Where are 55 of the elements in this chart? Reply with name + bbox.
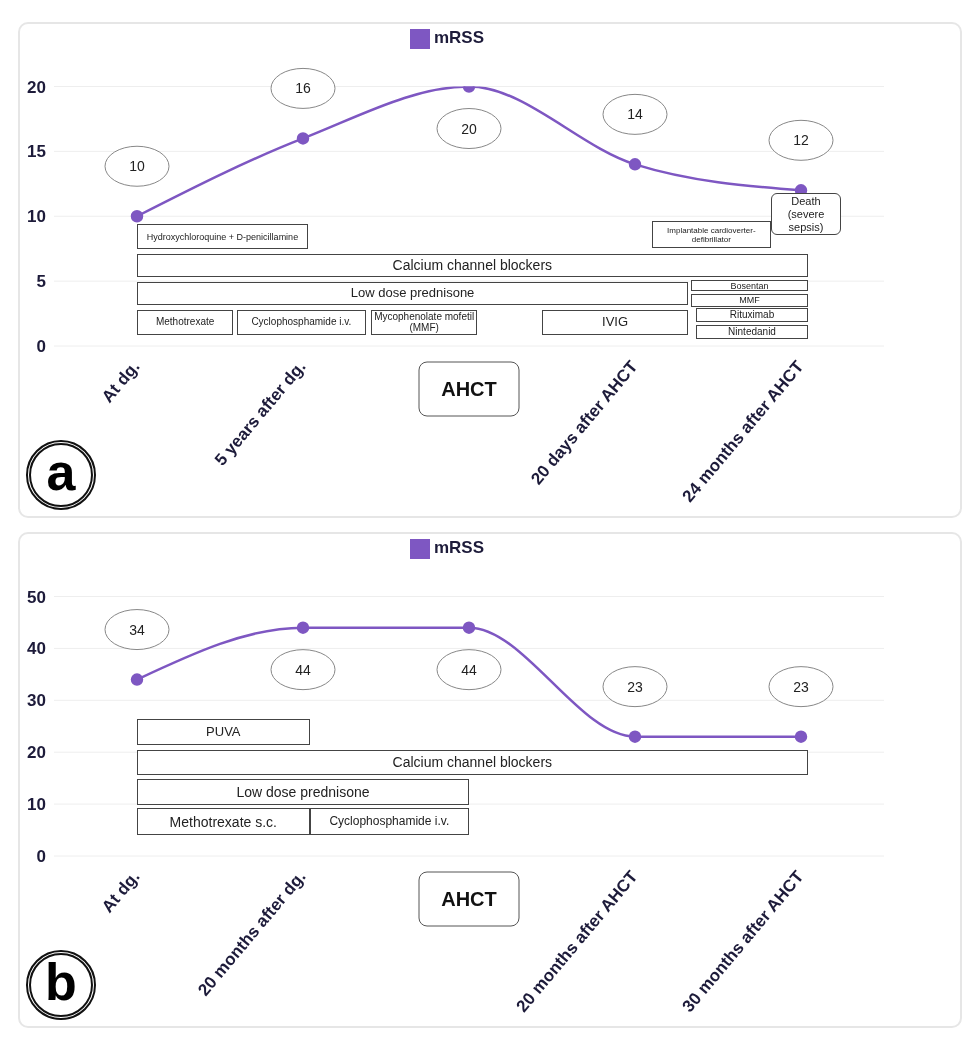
note-box: Calcium channel blockers <box>137 253 808 278</box>
data-label: 34 <box>129 621 145 638</box>
point <box>794 730 808 743</box>
legend-label: mRSS <box>433 538 485 557</box>
x-tick-label: At dg. <box>97 357 144 407</box>
note-box: Implantable cardioverter-defibrillator <box>651 221 772 248</box>
note-box: Nintedanid <box>696 325 808 339</box>
note-box: MMF <box>691 294 808 307</box>
note-box: Low dose prednisone <box>137 779 469 805</box>
point <box>462 621 476 634</box>
y-tick-label: 5 <box>36 272 46 292</box>
point <box>296 621 310 634</box>
letter-circle: a <box>26 440 96 510</box>
point <box>130 210 144 223</box>
data-label: 44 <box>461 661 477 678</box>
data-label: 16 <box>295 80 311 97</box>
y-tick-label: 10 <box>27 207 46 227</box>
y-tick-label: 20 <box>27 77 46 97</box>
note-box: Low dose prednisone <box>137 281 689 306</box>
data-label: 12 <box>793 132 809 149</box>
note-box: Mycophenolate mofetil (MMF) <box>371 309 478 335</box>
y-tick-label: 0 <box>36 337 46 357</box>
data-label: 44 <box>295 661 311 678</box>
y-tick-label: 50 <box>27 587 46 607</box>
note-box: Methotrexate s.c. <box>137 808 310 836</box>
x-tick-label: AHCT <box>441 888 497 910</box>
data-label: 23 <box>793 678 809 695</box>
legend-label: mRSS <box>433 28 485 47</box>
note-box: PUVA <box>137 719 310 746</box>
note-box: Cyclophosphamide i.v. <box>236 309 367 335</box>
y-tick-label: 15 <box>27 142 46 162</box>
note-box: Bosentan <box>691 280 808 292</box>
x-tick-label: AHCT <box>441 378 497 400</box>
note-box: Cyclophosphamide i.v. <box>309 808 469 836</box>
y-tick-label: 0 <box>36 847 46 867</box>
letter-circle: b <box>26 950 96 1020</box>
point <box>628 730 642 743</box>
point <box>296 132 310 145</box>
point <box>628 158 642 171</box>
data-label: 10 <box>129 158 145 175</box>
y-tick-label: 40 <box>27 639 46 659</box>
note-box: IVIG <box>542 309 689 335</box>
x-tick-label: At dg. <box>97 867 144 917</box>
point <box>130 673 144 686</box>
note-box: Hydroxychloroquine + D-penicillamine <box>137 224 308 250</box>
note-box: Rituximab <box>696 308 808 323</box>
data-label: 23 <box>627 678 643 695</box>
data-label: 14 <box>627 106 643 123</box>
y-tick-label: 20 <box>27 743 46 763</box>
y-tick-label: 10 <box>27 795 46 815</box>
note-box: Death (severe sepsis) <box>771 193 841 236</box>
y-tick-label: 30 <box>27 691 46 711</box>
data-label: 20 <box>461 120 477 137</box>
note-box: Calcium channel blockers <box>137 749 808 776</box>
note-box: Methotrexate <box>137 309 234 335</box>
